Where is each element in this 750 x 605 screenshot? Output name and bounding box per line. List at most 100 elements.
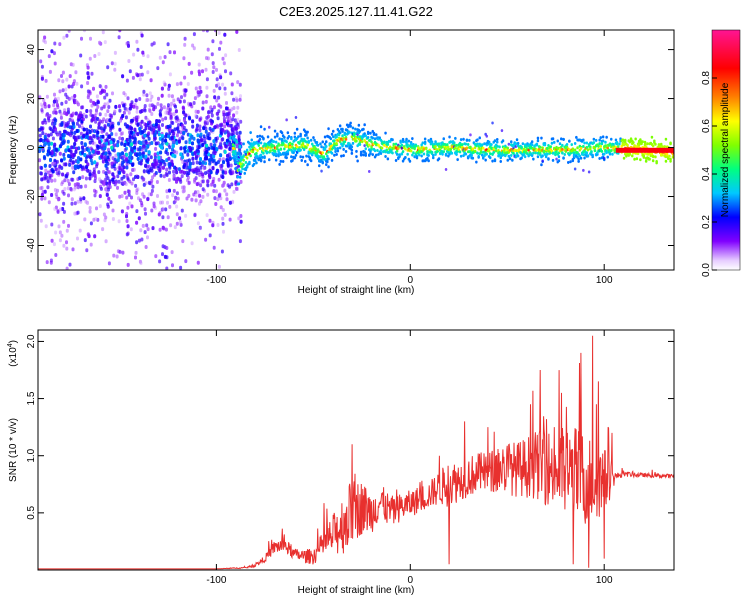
- heatmap-cell: [205, 213, 209, 218]
- heatmap-cell: [222, 180, 226, 185]
- heatmap-cell: [93, 173, 97, 178]
- heatmap-cell: [144, 211, 147, 216]
- heatmap-cell: [183, 93, 187, 98]
- heatmap-cell: [59, 115, 63, 120]
- heatmap-cell: [94, 176, 97, 181]
- heatmap-cell: [259, 158, 263, 162]
- heatmap-cell: [212, 65, 216, 70]
- heatmap-cell: [101, 30, 105, 35]
- heatmap-cell: [567, 161, 570, 164]
- heatmap-cell: [168, 162, 172, 167]
- heatmap-cell: [614, 138, 618, 142]
- heatmap-cell: [159, 150, 163, 155]
- heatmap-cell: [93, 134, 97, 139]
- heatmap-cell: [453, 141, 456, 145]
- heatmap-cell: [109, 200, 113, 205]
- heatmap-cell: [211, 179, 215, 184]
- heatmap-cell: [240, 170, 243, 174]
- heatmap-cell: [237, 138, 241, 142]
- heatmap-cell: [196, 221, 200, 226]
- heatmap-cell: [195, 171, 199, 176]
- heatmap-cell: [89, 155, 93, 160]
- heatmap-cell: [54, 147, 58, 152]
- heatmap-cell: [54, 118, 58, 123]
- heatmap-cell: [441, 152, 444, 156]
- heatmap-cell: [142, 89, 146, 94]
- heatmap-cell: [165, 266, 169, 270]
- heatmap-cell: [464, 142, 468, 146]
- heatmap-cell: [41, 120, 45, 125]
- heatmap-cell: [171, 144, 175, 149]
- spectrogram-panel: C2E3.2025.127.11.41.G22 -100 0 100 -40-200…: [8, 4, 741, 296]
- heatmap-cell: [154, 254, 158, 259]
- heatmap-cell: [118, 152, 122, 157]
- heatmap-cell: [489, 156, 492, 160]
- heatmap-cell: [126, 189, 130, 194]
- heatmap-cell: [106, 65, 110, 70]
- heatmap-cell: [156, 194, 159, 198]
- heatmap-cell: [144, 123, 148, 127]
- heatmap-cell: [53, 178, 57, 183]
- heatmap-cell: [233, 144, 236, 148]
- heatmap-cell: [45, 113, 49, 118]
- heatmap-cell: [287, 135, 291, 138]
- heatmap-cell: [66, 139, 70, 144]
- heatmap-cell: [461, 143, 464, 147]
- heatmap-cell: [321, 151, 324, 155]
- heatmap-cell: [191, 43, 195, 48]
- heatmap-cell: [214, 161, 218, 166]
- heatmap-cell: [56, 210, 60, 214]
- heatmap-cell: [223, 129, 227, 134]
- heatmap-cell: [341, 134, 344, 138]
- heatmap-cell: [135, 240, 139, 245]
- heatmap-cell: [227, 142, 231, 147]
- heatmap-cell: [62, 191, 66, 196]
- heatmap-cell: [184, 213, 188, 218]
- heatmap-cell: [188, 165, 192, 169]
- heatmap-cell: [511, 158, 514, 162]
- heatmap-cell: [81, 166, 85, 171]
- heatmap-cell: [307, 139, 310, 143]
- heatmap-cell: [480, 153, 484, 157]
- heatmap-cell: [60, 233, 64, 238]
- heatmap-cell: [198, 128, 202, 133]
- heatmap-cell: [58, 89, 62, 94]
- heatmap-cell: [70, 145, 74, 150]
- heatmap-cell: [231, 117, 235, 122]
- heatmap-cell: [212, 139, 216, 144]
- heatmap-cell: [178, 220, 182, 225]
- heatmap-cell: [50, 141, 54, 146]
- heatmap-cell: [201, 179, 205, 184]
- heatmap-cell: [46, 149, 50, 154]
- heatmap-cell: [72, 82, 76, 86]
- heatmap-cell: [446, 143, 449, 147]
- heatmap-cell: [181, 155, 185, 160]
- heatmap-cell: [195, 127, 199, 131]
- heatmap-cell: [599, 144, 602, 148]
- heatmap-cell: [128, 106, 132, 111]
- heatmap-cell: [119, 118, 122, 123]
- heatmap-cell: [427, 154, 430, 157]
- heatmap-cell: [130, 142, 134, 147]
- heatmap-cell: [142, 177, 146, 182]
- heatmap-cell: [293, 131, 297, 135]
- heatmap-cell: [39, 126, 43, 131]
- heatmap-cell: [174, 104, 177, 109]
- heatmap-cell: [43, 104, 47, 109]
- heatmap-cell: [242, 142, 245, 146]
- heatmap-cell: [521, 142, 525, 146]
- heatmap-cell: [140, 237, 144, 242]
- heatmap-cell: [107, 147, 110, 152]
- heatmap-cell: [539, 145, 542, 149]
- heatmap-cell: [239, 119, 243, 124]
- heatmap-cell: [96, 100, 100, 105]
- heatmap-cell: [92, 86, 95, 91]
- heatmap-cell: [217, 264, 221, 269]
- heatmap-cell: [285, 156, 288, 160]
- heatmap-cell: [330, 151, 334, 155]
- heatmap-cell: [65, 33, 69, 38]
- heatmap-cell: [572, 151, 576, 155]
- heatmap-cell: [239, 141, 243, 146]
- heatmap-cell: [170, 94, 174, 99]
- heatmap-cell: [179, 265, 183, 270]
